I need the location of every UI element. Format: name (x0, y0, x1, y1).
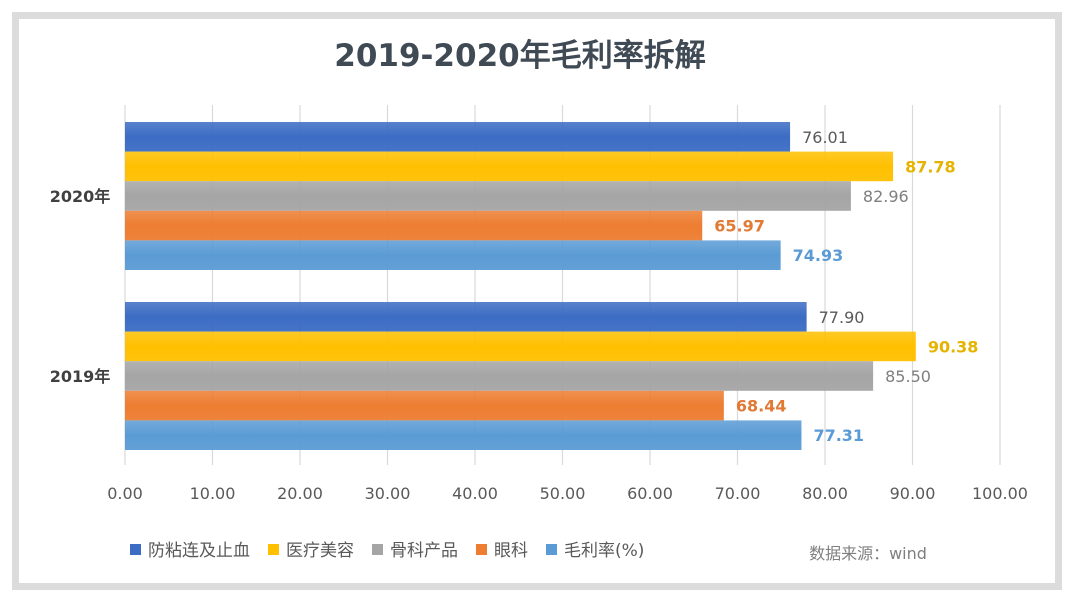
chart-frame (12, 12, 1062, 590)
data-label: 65.97 (714, 217, 765, 236)
x-tick-label: 90.00 (890, 484, 936, 503)
legend-swatch (372, 544, 383, 555)
x-tick-label: 80.00 (802, 484, 848, 503)
bar (125, 181, 851, 211)
x-tick-label: 70.00 (715, 484, 761, 503)
x-tick-label: 20.00 (277, 484, 323, 503)
legend-label: 眼科 (494, 541, 528, 561)
legend-swatch (268, 544, 279, 555)
legend-label: 防粘连及止血 (148, 541, 250, 561)
data-label: 87.78 (905, 157, 956, 176)
legend-label: 医疗美容 (286, 541, 354, 561)
data-label: 76.01 (802, 128, 848, 147)
data-label: 77.31 (813, 426, 864, 445)
bar (125, 302, 807, 332)
chart-title: 2019-2020年毛利率拆解 (334, 38, 705, 74)
bar (125, 122, 791, 152)
legend-swatch (476, 544, 487, 555)
x-tick-label: 60.00 (627, 484, 673, 503)
legend-swatch (130, 544, 141, 555)
data-label: 74.93 (793, 246, 844, 265)
bar (125, 240, 781, 270)
data-label: 68.44 (736, 397, 787, 416)
x-tick-label: 0.00 (107, 484, 143, 503)
bar (125, 151, 894, 182)
x-tick-label: 30.00 (365, 484, 411, 503)
x-tick-label: 100.00 (972, 484, 1028, 503)
data-label: 90.38 (928, 337, 979, 356)
bar (125, 210, 703, 241)
category-label: 2019年 (50, 367, 111, 386)
x-tick-label: 50.00 (540, 484, 586, 503)
source-note: 数据来源：wind (809, 544, 927, 563)
legend-label: 毛利率(%) (564, 541, 644, 561)
x-tick-label: 40.00 (452, 484, 498, 503)
bar (125, 331, 916, 362)
category-label: 2020年 (50, 187, 111, 206)
bar (125, 361, 874, 391)
x-tick-label: 10.00 (190, 484, 236, 503)
legend-swatch (546, 544, 557, 555)
data-label: 82.96 (863, 187, 909, 206)
bar (125, 420, 802, 450)
bar (125, 390, 724, 421)
data-label: 77.90 (819, 308, 865, 327)
legend-label: 骨科产品 (390, 541, 458, 561)
data-label: 85.50 (885, 367, 931, 386)
